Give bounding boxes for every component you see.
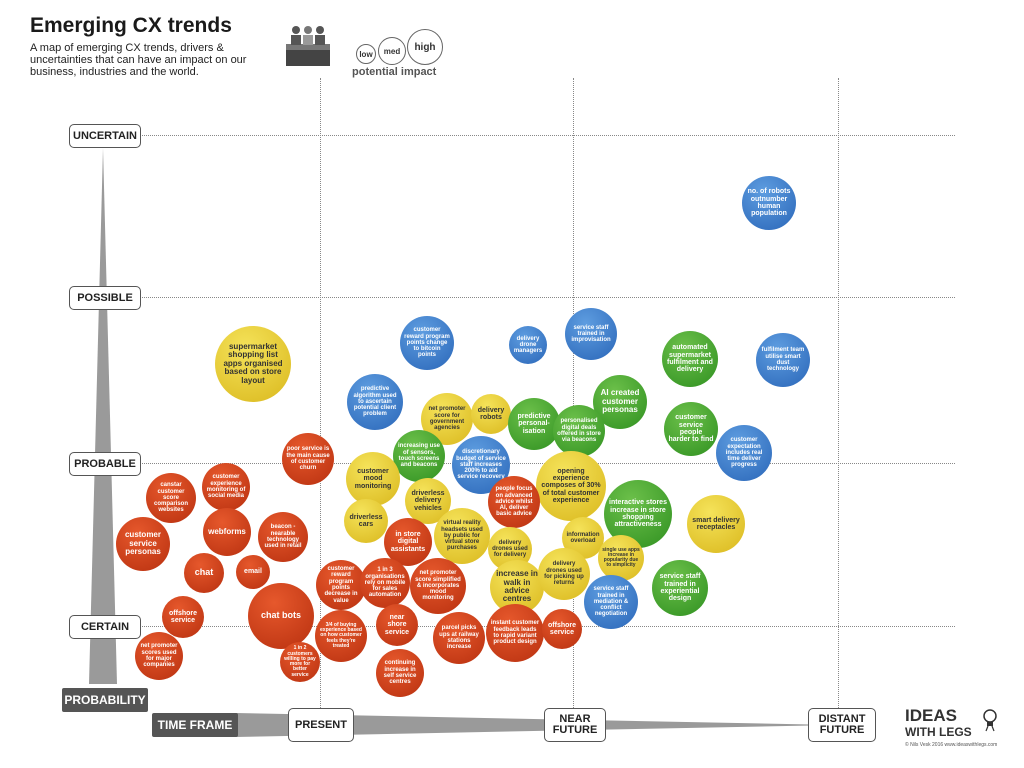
trend-bubble: chat — [184, 553, 224, 593]
trend-bubble: chat bots — [248, 583, 314, 649]
trend-bubble: smart delivery receptacles — [687, 495, 745, 553]
trend-bubble: delivery drone managers — [509, 326, 547, 364]
trend-bubble: 3/4 of buying experience based on how cu… — [315, 610, 367, 662]
grid-hline-uncertain — [140, 135, 955, 136]
trend-bubble: net promoter score simplified & incorpor… — [410, 558, 466, 614]
ideas-with-legs-logo: IDEAS WITH LEGS — [905, 706, 972, 740]
trend-bubble: instant customer feedback leads to rapid… — [486, 604, 544, 662]
trend-bubble: delivery drones used for picking up retu… — [538, 548, 590, 600]
trend-bubble: offshore service — [162, 596, 204, 638]
impact-legend-title: potential impact — [352, 66, 437, 78]
trend-bubble: service staff trained in improvisation — [565, 308, 617, 360]
trend-bubble: no. of robots outnumber human population — [742, 176, 796, 230]
trend-bubble: 1 in 2 customers willing to pay more for… — [280, 642, 320, 682]
trend-bubble: predictive algorithm used to ascertain p… — [347, 374, 403, 430]
trend-bubble: predictive personal-isation — [508, 398, 560, 450]
trend-bubble: single use apps increase in popularity d… — [598, 535, 644, 581]
trend-bubble: customer reward program points decrease … — [316, 560, 366, 610]
trend-bubble: poor service is the main cause of custom… — [282, 433, 334, 485]
trend-bubble: canstar customer score comparison websit… — [146, 473, 196, 523]
people-at-table-icon — [286, 26, 330, 66]
trend-bubble: continuing increase in self service cent… — [376, 649, 424, 697]
trend-bubble: service staff trained in mediation & con… — [584, 575, 638, 629]
timeframe-near-future-label: NEAR FUTURE — [544, 708, 606, 742]
impact-low: low — [356, 44, 376, 64]
trend-bubble: parcel picks ups at railway stations inc… — [433, 612, 485, 664]
impact-high: high — [407, 29, 443, 65]
trend-bubble: customer service personas — [116, 517, 170, 571]
copyright-text: © Nils Vesk 2016 www.ideaswithlegs.com — [905, 742, 998, 748]
probability-possible-label: POSSIBLE — [69, 286, 141, 310]
trend-bubble: fulfilment team utilise smart dust techn… — [756, 333, 810, 387]
trend-bubble: automated supermarket fulfilment and del… — [662, 331, 718, 387]
grid-hline-possible — [140, 297, 955, 298]
trend-bubble: opening experience composes of 30% of to… — [536, 451, 606, 521]
grid-vline-near-future — [573, 78, 574, 708]
trend-bubble: customer experience monitoring of social… — [202, 463, 250, 511]
probability-uncertain-label: UNCERTAIN — [69, 124, 141, 148]
logo-line1: IDEAS — [905, 706, 957, 725]
trend-bubble: net promoter scores used for major compa… — [135, 632, 183, 680]
trend-bubble: customer expectation includes real time … — [716, 425, 772, 481]
logo-line2: WITH LEGS — [905, 725, 972, 739]
timeframe-distant-future-label: DISTANT FUTURE — [808, 708, 876, 742]
trend-bubble: email — [236, 555, 270, 589]
timeframe-axis-title: TIME FRAME — [152, 713, 238, 737]
light-bulb-icon — [983, 709, 997, 732]
impact-med: med — [378, 37, 406, 65]
trend-bubble: 1 in 3 organisations rely on mobile for … — [360, 558, 410, 608]
trend-bubble: near shore service — [376, 604, 418, 646]
trend-bubble: supermarket shopping list apps organised… — [215, 326, 291, 402]
trend-bubble: AI created customer personas — [593, 375, 647, 429]
timeframe-wedge — [236, 713, 836, 737]
trend-bubble: customer mood monitoring — [346, 452, 400, 506]
probability-certain-label: CERTAIN — [69, 615, 141, 639]
trend-bubble: offshore service — [542, 609, 582, 649]
timeframe-present-label: PRESENT — [288, 708, 354, 742]
grid-vline-present — [320, 78, 321, 708]
page-subtitle: A map of emerging CX trends, drivers & u… — [30, 42, 247, 78]
grid-vline-distant-future — [838, 78, 839, 708]
trend-bubble: personalised digital deals offered in st… — [553, 405, 605, 457]
trend-bubble: increasing use of sensors, touch screens… — [393, 430, 445, 482]
trend-bubble: beacon - nearable technology used in ret… — [258, 512, 308, 562]
trend-bubble: virtual reality headsets used by public … — [434, 508, 490, 564]
page-title: Emerging CX trends — [30, 14, 232, 37]
trend-bubble: delivery robots — [471, 394, 511, 434]
trend-bubble: customer service people harder to find — [664, 402, 718, 456]
trend-bubble: webforms — [203, 508, 251, 556]
trend-bubble: driverless cars — [344, 499, 388, 543]
trend-bubble: people focus on advanced advice whilst A… — [488, 476, 540, 528]
probability-probable-label: PROBABLE — [69, 452, 141, 476]
probability-axis-title: PROBABILITY — [62, 688, 148, 712]
probability-wedge — [89, 148, 117, 684]
trend-bubble: service staff trained in experiential de… — [652, 560, 708, 616]
trend-bubble: customer reward program points change to… — [400, 316, 454, 370]
